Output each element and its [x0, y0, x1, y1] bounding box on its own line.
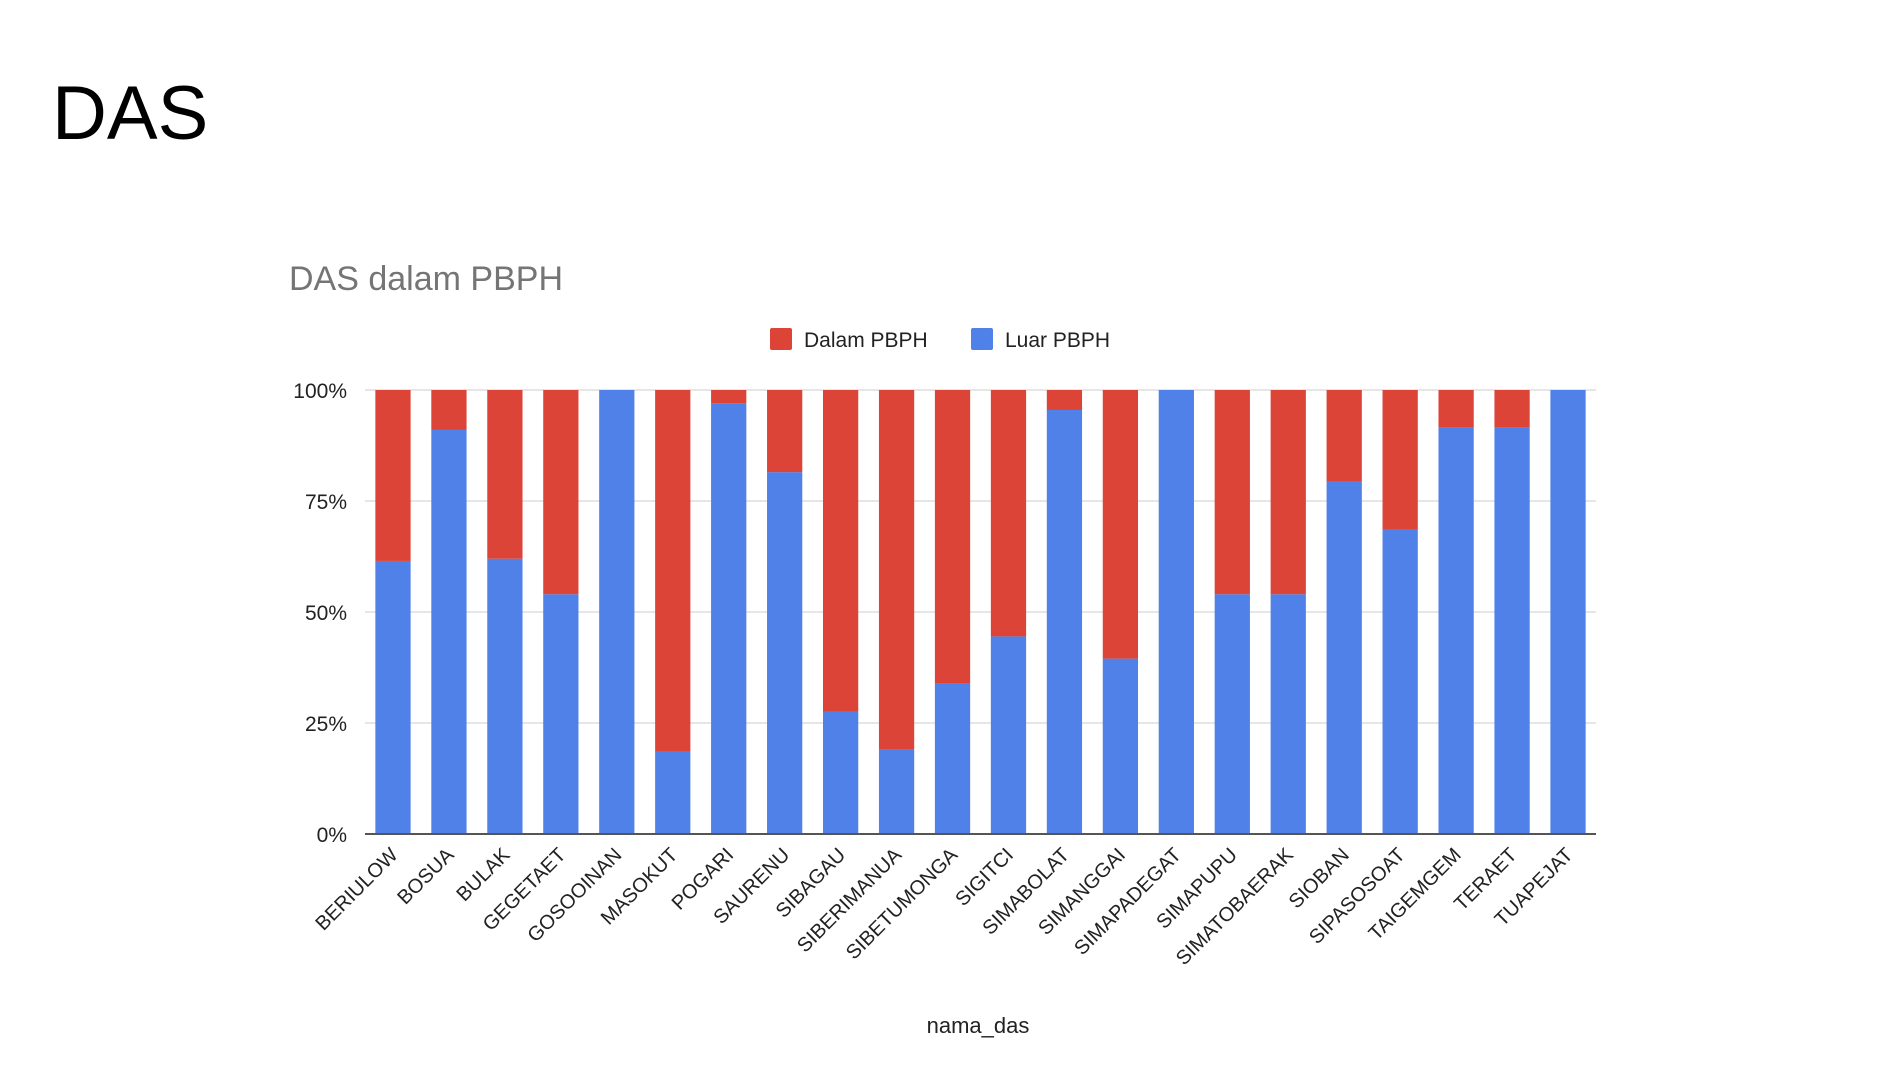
bar-luar-pbph — [431, 429, 467, 834]
legend-label: Luar PBPH — [1005, 329, 1110, 352]
y-tick-label: 0% — [317, 824, 347, 847]
bar-luar-pbph — [822, 711, 859, 834]
x-tick-label: BERIULOW — [312, 844, 403, 935]
bar-dalam-pbph — [822, 390, 859, 712]
y-tick-label: 100% — [293, 380, 347, 403]
bar-dalam-pbph — [1382, 390, 1418, 530]
x-tick-label: SIPASOSOAT — [1305, 844, 1410, 949]
bar-dalam-pbph — [1046, 390, 1083, 410]
bar-dalam-pbph — [655, 390, 691, 752]
bar-dalam-pbph — [711, 390, 747, 404]
bar-luar-pbph — [767, 472, 803, 834]
x-axis-title: nama_das — [927, 1013, 1030, 1038]
y-axis-ticks: 0% 25% 50% 75% 100% — [293, 380, 347, 847]
bar-dalam-pbph — [1438, 390, 1474, 428]
bar-luar-pbph — [543, 594, 579, 834]
bars — [375, 390, 1586, 834]
bar-luar-pbph — [1102, 658, 1139, 834]
bar-dalam-pbph — [543, 390, 579, 595]
bar-luar-pbph — [1550, 390, 1586, 834]
bar-dalam-pbph — [934, 390, 971, 684]
bar-luar-pbph — [878, 749, 915, 834]
bar-luar-pbph — [711, 403, 747, 834]
bar-dalam-pbph — [487, 390, 523, 559]
bar-luar-pbph — [1438, 427, 1474, 834]
x-tick-label: BOSUA — [393, 844, 459, 910]
y-tick-label: 75% — [305, 491, 347, 514]
bar-dalam-pbph — [990, 390, 1027, 637]
bar-dalam-pbph — [767, 390, 803, 473]
bar-dalam-pbph — [878, 390, 915, 750]
bar-dalam-pbph — [1326, 390, 1362, 482]
legend: Dalam PBPH Luar PBPH — [770, 328, 1110, 352]
legend-label: Dalam PBPH — [804, 329, 928, 352]
legend-swatch — [971, 328, 993, 350]
bar-luar-pbph — [1158, 390, 1194, 834]
bar-dalam-pbph — [1214, 390, 1250, 595]
legend-swatch — [770, 328, 792, 350]
bar-dalam-pbph — [1270, 390, 1306, 595]
bar-dalam-pbph — [1102, 390, 1139, 659]
chart-title: DAS dalam PBPH — [289, 260, 563, 298]
x-axis-ticks: BERIULOWBOSUABULAKGEGETAETGOSOOINANMASOK… — [312, 844, 1578, 970]
bar-luar-pbph — [487, 558, 523, 834]
bar-luar-pbph — [375, 560, 411, 834]
y-tick-label: 50% — [305, 602, 347, 625]
bar-luar-pbph — [1046, 409, 1083, 834]
y-tick-label: 25% — [305, 713, 347, 736]
bar-luar-pbph — [1326, 481, 1362, 834]
bar-luar-pbph — [1270, 594, 1306, 834]
bar-luar-pbph — [934, 683, 971, 834]
bar-dalam-pbph — [1494, 390, 1530, 428]
slide-title: DAS — [52, 71, 209, 156]
bar-luar-pbph — [1382, 529, 1418, 834]
bar-luar-pbph — [990, 636, 1027, 834]
bar-luar-pbph — [599, 390, 635, 834]
bar-dalam-pbph — [375, 390, 411, 561]
bar-dalam-pbph — [431, 390, 467, 430]
bar-luar-pbph — [655, 751, 691, 834]
bar-luar-pbph — [1494, 427, 1530, 834]
bar-luar-pbph — [1214, 594, 1250, 834]
